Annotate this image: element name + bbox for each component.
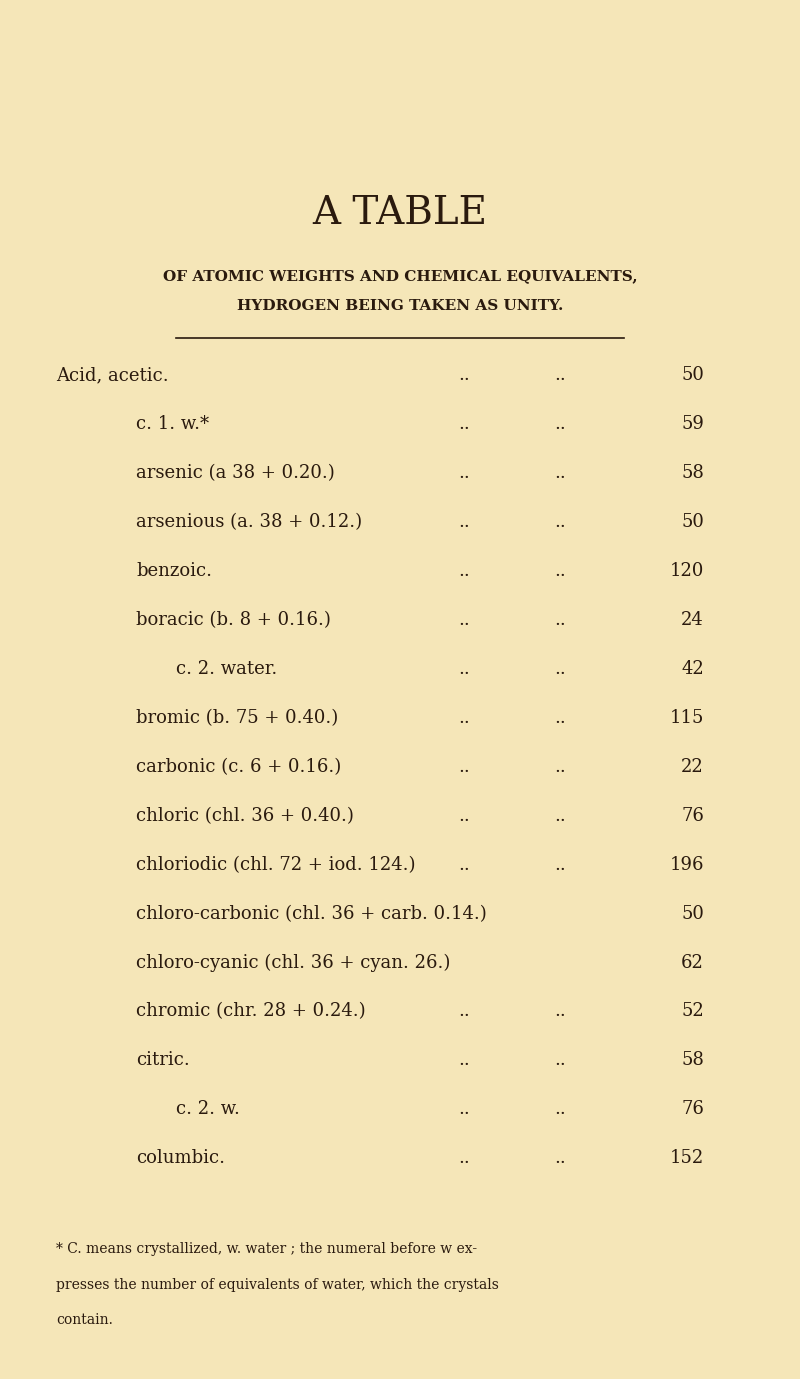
Text: chloriodic (chl. 72 + iod. 124.): chloriodic (chl. 72 + iod. 124.) xyxy=(136,855,415,874)
Text: ..: .. xyxy=(458,513,470,531)
Text: ..: .. xyxy=(554,513,566,531)
Text: 50: 50 xyxy=(681,513,704,531)
Text: HYDROGEN BEING TAKEN AS UNITY.: HYDROGEN BEING TAKEN AS UNITY. xyxy=(237,299,563,313)
Text: ..: .. xyxy=(554,463,566,483)
Text: ..: .. xyxy=(458,611,470,629)
Text: ..: .. xyxy=(554,561,566,581)
Text: ..: .. xyxy=(458,1003,470,1020)
Text: bromic (b. 75 + 0.40.): bromic (b. 75 + 0.40.) xyxy=(136,709,338,727)
Text: ..: .. xyxy=(554,855,566,874)
Text: chloric (chl. 36 + 0.40.): chloric (chl. 36 + 0.40.) xyxy=(136,807,354,825)
Text: ..: .. xyxy=(554,709,566,727)
Text: ..: .. xyxy=(458,709,470,727)
Text: 58: 58 xyxy=(681,1051,704,1070)
Text: ..: .. xyxy=(554,365,566,385)
Text: 58: 58 xyxy=(681,463,704,483)
Text: ..: .. xyxy=(554,415,566,433)
Text: ..: .. xyxy=(554,1100,566,1118)
Text: ..: .. xyxy=(458,1149,470,1168)
Text: 76: 76 xyxy=(681,1100,704,1118)
Text: Acid, acetic.: Acid, acetic. xyxy=(56,365,169,385)
Text: c. 2. w.: c. 2. w. xyxy=(176,1100,240,1118)
Text: 22: 22 xyxy=(682,757,704,776)
Text: ..: .. xyxy=(458,1100,470,1118)
Text: c. 2. water.: c. 2. water. xyxy=(176,659,278,678)
Text: chloro-cyanic (chl. 36 + cyan. 26.): chloro-cyanic (chl. 36 + cyan. 26.) xyxy=(136,953,450,972)
Text: contain.: contain. xyxy=(56,1313,113,1328)
Text: ..: .. xyxy=(458,463,470,483)
Text: c. 1. w.*: c. 1. w.* xyxy=(136,415,209,433)
Text: columbic.: columbic. xyxy=(136,1149,225,1168)
Text: citric.: citric. xyxy=(136,1051,190,1070)
Text: 152: 152 xyxy=(670,1149,704,1168)
Text: 50: 50 xyxy=(681,905,704,923)
Text: ..: .. xyxy=(458,561,470,581)
Text: ..: .. xyxy=(554,1003,566,1020)
Text: chromic (chr. 28 + 0.24.): chromic (chr. 28 + 0.24.) xyxy=(136,1003,366,1020)
Text: ..: .. xyxy=(458,659,470,678)
Text: arsenious (a. 38 + 0.12.): arsenious (a. 38 + 0.12.) xyxy=(136,513,362,531)
Text: 59: 59 xyxy=(681,415,704,433)
Text: ..: .. xyxy=(458,757,470,776)
Text: OF ATOMIC WEIGHTS AND CHEMICAL EQUIVALENTS,: OF ATOMIC WEIGHTS AND CHEMICAL EQUIVALEN… xyxy=(162,269,638,283)
Text: 62: 62 xyxy=(681,953,704,972)
Text: 76: 76 xyxy=(681,807,704,825)
Text: A TABLE: A TABLE xyxy=(313,196,487,232)
Text: arsenic (a 38 + 0.20.): arsenic (a 38 + 0.20.) xyxy=(136,463,334,483)
Text: benzoic.: benzoic. xyxy=(136,561,212,581)
Text: ..: .. xyxy=(458,807,470,825)
Text: ..: .. xyxy=(554,611,566,629)
Text: chloro-carbonic (chl. 36 + carb. 0.14.): chloro-carbonic (chl. 36 + carb. 0.14.) xyxy=(136,905,486,923)
Text: ..: .. xyxy=(554,1051,566,1070)
Text: boracic (b. 8 + 0.16.): boracic (b. 8 + 0.16.) xyxy=(136,611,331,629)
Text: carbonic (c. 6 + 0.16.): carbonic (c. 6 + 0.16.) xyxy=(136,757,342,776)
Text: 52: 52 xyxy=(682,1003,704,1020)
Text: 24: 24 xyxy=(682,611,704,629)
Text: ..: .. xyxy=(458,365,470,385)
Text: ..: .. xyxy=(554,659,566,678)
Text: ..: .. xyxy=(554,757,566,776)
Text: ..: .. xyxy=(554,1149,566,1168)
Text: ..: .. xyxy=(458,855,470,874)
Text: presses the number of equivalents of water, which the crystals: presses the number of equivalents of wat… xyxy=(56,1277,499,1292)
Text: * C. means crystallized, w. water ; the numeral before w ex-: * C. means crystallized, w. water ; the … xyxy=(56,1241,477,1256)
Text: ..: .. xyxy=(458,1051,470,1070)
Text: 50: 50 xyxy=(681,365,704,385)
Text: 196: 196 xyxy=(670,855,704,874)
Text: ..: .. xyxy=(554,807,566,825)
Text: 115: 115 xyxy=(670,709,704,727)
Text: ..: .. xyxy=(458,415,470,433)
Text: 42: 42 xyxy=(682,659,704,678)
Text: 120: 120 xyxy=(670,561,704,581)
